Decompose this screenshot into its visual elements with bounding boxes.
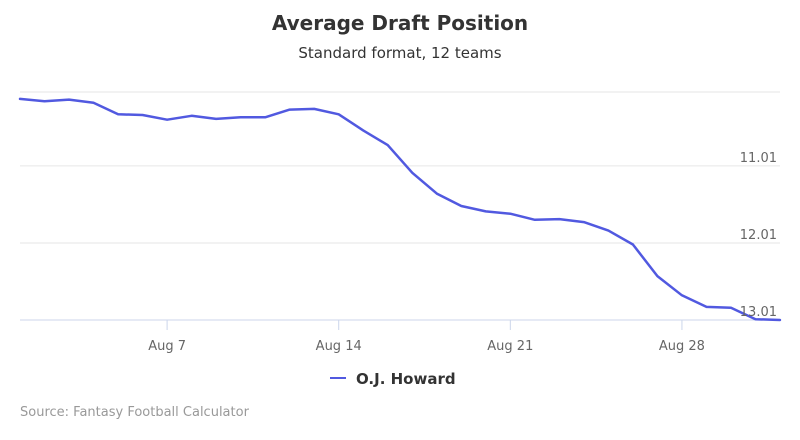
legend-label-oj-howard[interactable]: O.J. Howard [356,370,456,388]
data-point[interactable] [409,170,415,176]
data-point[interactable] [336,111,342,117]
x-tick-label: Aug 7 [148,339,186,354]
y-tick-label: 11.01 [740,151,777,166]
data-point[interactable] [140,112,146,118]
data-point[interactable] [189,113,195,119]
data-point[interactable] [311,106,317,112]
series-line-oj-howard[interactable] [18,97,782,322]
data-point[interactable] [42,98,48,104]
grid [20,91,780,321]
x-tick-label: Aug 14 [316,339,362,354]
data-point[interactable] [630,241,636,247]
data-point[interactable] [483,208,489,214]
series [17,96,783,323]
data-point[interactable] [91,100,97,106]
data-point[interactable] [262,114,268,120]
x-axis: Aug 7 Aug 14 Aug 21 Aug 28 [20,319,780,354]
data-point[interactable] [213,116,219,122]
data-point[interactable] [581,219,587,225]
data-point[interactable] [507,211,513,217]
data-point[interactable] [360,127,366,133]
chart-subtitle: Standard format, 12 teams [298,44,501,62]
data-point[interactable] [458,203,464,209]
x-tick-label: Aug 28 [659,339,705,354]
data-point[interactable] [728,305,734,311]
y-tick-label: 12.01 [740,228,777,243]
data-point[interactable] [385,142,391,148]
y-axis-labels: 11.01 12.01 13.01 [740,151,777,320]
x-tick-label: Aug 21 [487,339,533,354]
data-point[interactable] [287,107,293,113]
data-point[interactable] [556,216,562,222]
data-point[interactable] [66,97,72,103]
chart-credit[interactable]: Source: Fantasy Football Calculator [20,405,250,420]
data-point[interactable] [777,317,783,323]
data-point[interactable] [679,292,685,298]
data-point[interactable] [605,228,611,234]
legend[interactable]: O.J. Howard [330,370,456,388]
data-point[interactable] [654,273,660,279]
data-point[interactable] [164,117,170,123]
data-point[interactable] [238,114,244,120]
data-point[interactable] [17,96,23,102]
data-point[interactable] [434,191,440,197]
data-point[interactable] [532,217,538,223]
chart-title: Average Draft Position [272,11,528,35]
data-point[interactable] [115,111,121,117]
data-point[interactable] [703,304,709,310]
y-tick-label: 13.01 [740,305,777,320]
